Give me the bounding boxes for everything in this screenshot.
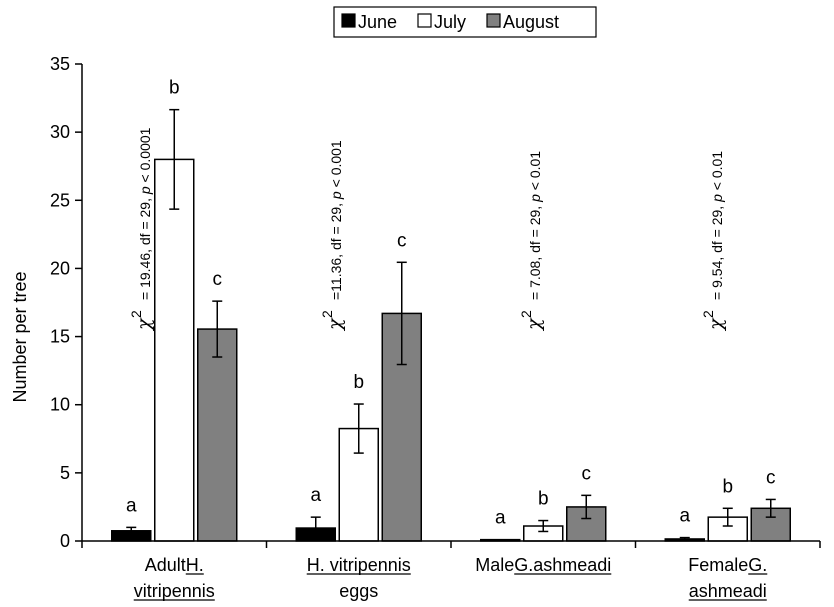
legend-label-july: July: [434, 12, 466, 32]
significance-letter: a: [679, 506, 690, 527]
chi-square-text: = 9.54, df = 29, p < 0.01: [709, 151, 725, 300]
category-label: H. vitripennis eggs: [306, 555, 411, 601]
y-axis-label: Number per tree: [10, 271, 30, 402]
legend-swatch-july: [417, 13, 432, 28]
significance-letter: a: [310, 485, 321, 506]
significance-letter: b: [722, 476, 733, 497]
chi-square-annotations: χ2= 19.46, df = 29, p < 0.0001χ2=11.36, …: [128, 127, 727, 332]
category-label-segment: G.ashmeadi: [514, 555, 611, 575]
significance-letter: a: [126, 495, 137, 516]
chi-symbol: χ: [133, 317, 155, 332]
y-tick-label: 15: [50, 327, 70, 347]
chi-superscript: 2: [518, 310, 534, 318]
bars: a b c a b c a b c a b c: [111, 78, 791, 542]
y-tick-label: 25: [50, 190, 70, 210]
x-axis: [81, 540, 821, 548]
chi-superscript: 2: [128, 310, 144, 318]
chi-square-annotation: χ2 = 9.54, df = 29, p < 0.01: [700, 151, 727, 332]
y-tick-label: 30: [50, 122, 70, 142]
category-label-segment: Female: [688, 555, 748, 575]
category-label-segment: ashmeadi: [689, 581, 767, 601]
y-tick-label: 10: [50, 395, 70, 415]
legend-frame: [333, 6, 597, 38]
significance-letter: b: [169, 78, 180, 99]
legend-swatch-june: [341, 13, 356, 28]
significance-letter: b: [353, 372, 364, 393]
category-label: Female G. ashmeadi: [688, 555, 768, 601]
chi-square-text: = 19.46, df = 29, p < 0.0001: [137, 127, 153, 300]
y-tick-label: 0: [60, 531, 70, 551]
legend-label-august: August: [503, 12, 559, 32]
category-label-segment: H. vitripennis: [307, 555, 411, 575]
chi-square-annotation: χ2 =11.36, df = 29, p < 0.001: [319, 140, 346, 332]
chi-superscript: 2: [700, 310, 716, 318]
chi-square-text: =11.36, df = 29, p < 0.001: [328, 140, 344, 300]
chi-symbol: χ: [523, 317, 545, 332]
legend-swatch-august: [486, 13, 501, 28]
y-tick-label: 5: [60, 463, 70, 483]
category-label-segment: Adult: [145, 555, 186, 575]
chi-square-text: = 7.08, df = 29, p < 0.01: [527, 151, 543, 300]
chi-symbol: χ: [324, 317, 346, 332]
category-label-segment: Male: [475, 555, 514, 575]
y-tick-label: 20: [50, 258, 70, 278]
category-label-segment: vitripennis: [134, 581, 215, 601]
significance-letter: c: [213, 269, 223, 290]
bar-july: [154, 158, 195, 542]
chi-square-annotation: χ2 = 7.08, df = 29, p < 0.01: [518, 151, 545, 332]
category-label: Adult H. vitripennis: [133, 555, 215, 601]
chi-superscript: 2: [319, 310, 335, 318]
significance-letter: c: [582, 463, 592, 484]
y-tick-label: 35: [50, 54, 70, 74]
category-label-segment: G.: [748, 555, 767, 575]
category-label-segment: eggs: [339, 581, 378, 601]
significance-letter: a: [495, 508, 506, 529]
category-labels: Adult H. vitripennis H. vitripennis eggs Mal…: [133, 555, 768, 601]
chi-symbol: χ: [705, 317, 727, 332]
bar-august: [197, 328, 238, 542]
significance-letter: b: [538, 489, 549, 510]
y-axis: 0 5 10 15 20 25 30 35: [50, 54, 83, 551]
chi-square-annotation: χ2 = 19.46, df = 29, p < 0.0001: [128, 127, 155, 332]
significance-letter: c: [397, 230, 407, 251]
category-label-segment: H.: [186, 555, 204, 575]
legend-label-june: June: [358, 12, 397, 32]
legend: June July August: [333, 6, 597, 38]
category-label: Male G.ashmeadi: [475, 555, 612, 575]
significance-letter: c: [766, 467, 776, 488]
